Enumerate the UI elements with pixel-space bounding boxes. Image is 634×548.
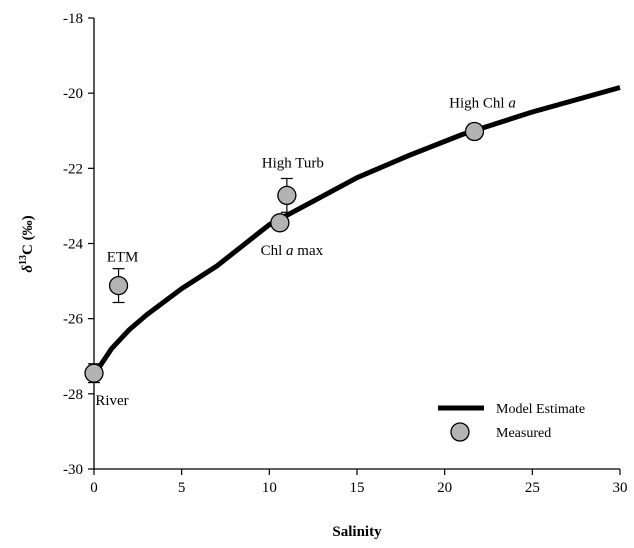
measured-point (108, 275, 129, 296)
y-axis-ticks: -30 -28 -26 -24 -22 -20 -18 (63, 11, 94, 478)
annotation-text-part: High Chl (449, 96, 508, 112)
legend-marker-swatch (450, 422, 470, 442)
y-tick-label: -30 (63, 462, 83, 478)
annotation-label: River (95, 393, 128, 409)
x-tick-label: 0 (90, 480, 98, 496)
model-estimate-line (91, 85, 621, 377)
legend-label-measured: Measured (496, 426, 551, 441)
y-axis-title: δ13C (‰) (18, 215, 36, 272)
x-axis-ticks: 0 5 10 15 20 25 30 (90, 469, 628, 496)
annotation-label: Chl a max (261, 243, 324, 259)
x-tick-label: 5 (178, 480, 186, 496)
annotation-text-part: Chl (261, 243, 286, 259)
annotation-text-part: a (508, 96, 516, 112)
measured-point (277, 185, 297, 206)
y-tick-label: -18 (63, 11, 83, 27)
y-tick-label: -26 (63, 312, 83, 328)
y-tick-label: -20 (63, 86, 83, 102)
annotation-text-part: a (286, 243, 294, 259)
annotation-text-part: River (95, 393, 128, 409)
x-tick-label: 30 (613, 480, 628, 496)
y-tick-label: -24 (63, 237, 83, 253)
y-axis-title-delta: δ (20, 265, 36, 273)
y-tick-label: -22 (63, 161, 83, 177)
annotation-label: ETM (107, 250, 139, 266)
measured-point (464, 121, 485, 142)
annotation-label: High Chl a (449, 96, 516, 112)
x-axis-title: Salinity (332, 524, 382, 540)
x-tick-label: 15 (350, 480, 365, 496)
x-tick-label: 10 (262, 480, 277, 496)
annotation-text-part: High Turb (262, 155, 324, 171)
measured-point (270, 213, 290, 233)
legend-label-model: Model Estimate (496, 402, 585, 417)
annotation-text-part: max (294, 243, 324, 259)
x-tick-label: 25 (525, 480, 540, 496)
annotation-text-part: ETM (107, 250, 139, 266)
annotation-label: High Turb (262, 155, 324, 171)
measured-point (84, 363, 104, 383)
y-tick-label: -28 (63, 387, 83, 403)
model-estimate-series (91, 85, 621, 377)
y-axis-title-rest: C (‰) (20, 215, 36, 255)
point-annotations: River ETM Chl a max High Turb High Chl a (95, 96, 515, 410)
x-tick-label: 20 (437, 480, 452, 496)
y-axis-title-sup: 13 (18, 255, 29, 265)
measured-series (84, 121, 485, 384)
legend: Model Estimate Measured (438, 402, 585, 442)
